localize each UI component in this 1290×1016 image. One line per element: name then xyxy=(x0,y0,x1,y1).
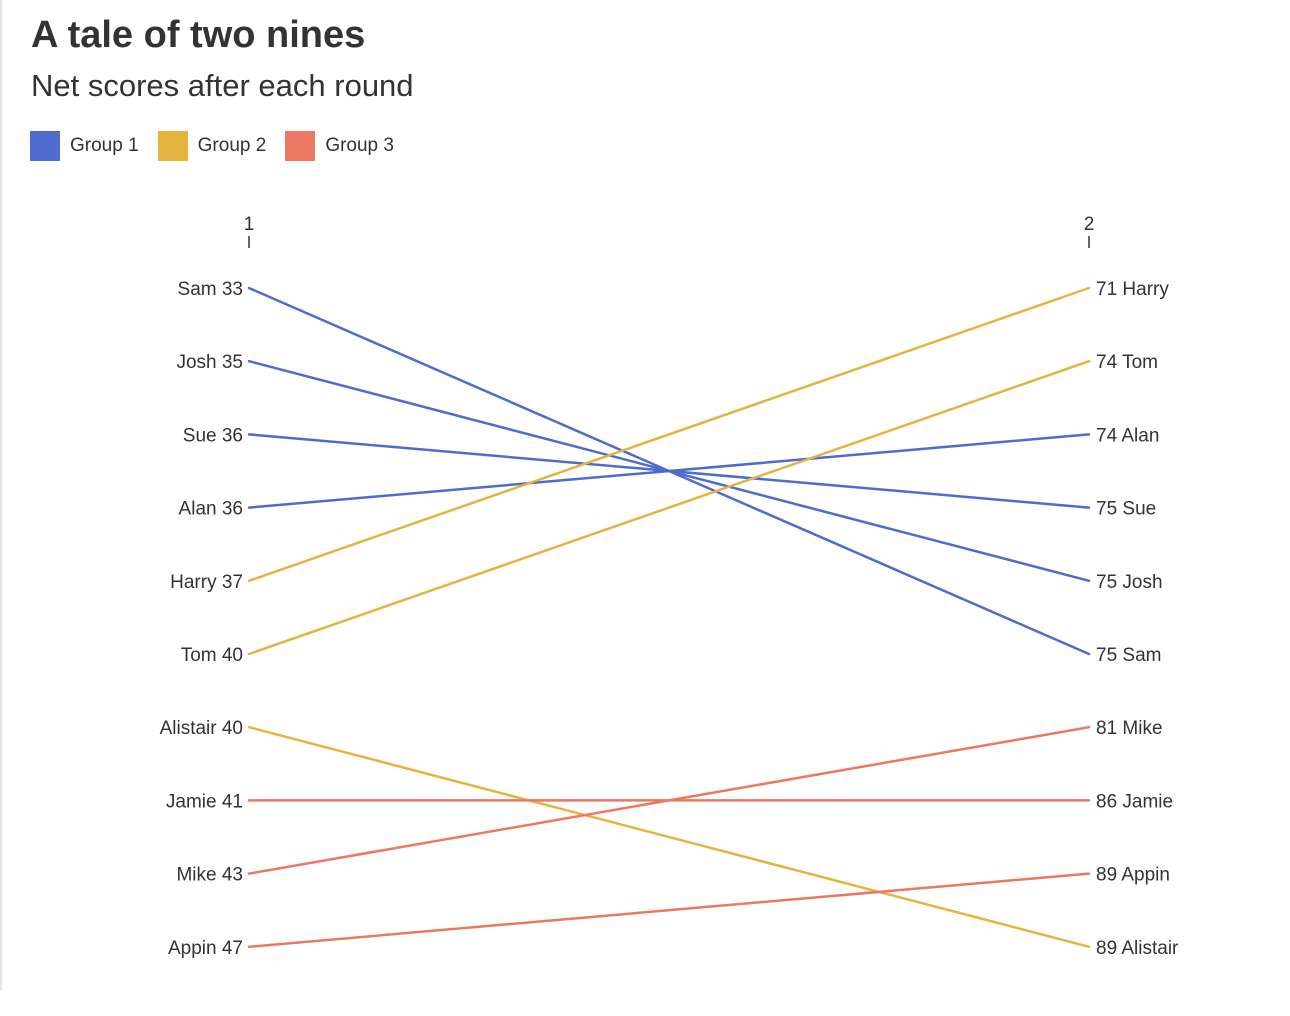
legend-label-group-2: Group 2 xyxy=(197,135,267,156)
left-label: Mike 43 xyxy=(176,865,243,886)
left-label: Tom 40 xyxy=(181,645,243,666)
left-label: Jamie 41 xyxy=(166,791,243,812)
left-label: Alan 36 xyxy=(179,499,243,520)
axis-tick-label-1: 1 xyxy=(244,214,255,235)
left-label: Harry 37 xyxy=(170,572,243,593)
panel-border xyxy=(0,0,2,990)
right-label: 86 Jamie xyxy=(1096,791,1173,812)
series-line-tom xyxy=(247,359,1091,656)
legend-swatch-group-2 xyxy=(157,131,188,161)
legend-label-group-1: Group 1 xyxy=(70,135,139,156)
series-line-alistair xyxy=(247,725,1091,949)
right-label: 89 Alistair xyxy=(1096,938,1179,959)
chart-subtitle: Net scores after each round xyxy=(31,68,414,103)
right-label: 74 Alan xyxy=(1096,425,1159,446)
chart-title: A tale of two nines xyxy=(31,14,366,56)
right-label: 75 Sue xyxy=(1096,499,1156,520)
legend-swatch-group-3 xyxy=(285,131,316,161)
left-label: Sam 33 xyxy=(178,279,243,300)
series-line-alan xyxy=(247,433,1091,509)
left-label: Sue 36 xyxy=(183,425,243,446)
left-label: Appin 47 xyxy=(168,938,243,959)
right-label: 74 Tom xyxy=(1096,352,1158,373)
right-label: 75 Sam xyxy=(1096,645,1161,666)
series-line-harry xyxy=(247,286,1091,583)
right-label: 71 Harry xyxy=(1096,279,1169,300)
left-label: Alistair 40 xyxy=(160,718,243,739)
legend-swatch-group-1 xyxy=(30,131,60,161)
legend-item-group-1[interactable]: Group 1 xyxy=(30,131,139,161)
right-label: 89 Appin xyxy=(1096,865,1170,886)
right-label: 75 Josh xyxy=(1096,572,1163,593)
legend-item-group-3[interactable]: Group 3 xyxy=(285,131,394,161)
left-label: Josh 35 xyxy=(176,352,243,373)
series-line-appin xyxy=(247,872,1091,949)
legend: Group 1 Group 2 Group 3 xyxy=(30,131,413,161)
right-label: 81 Mike xyxy=(1096,718,1163,739)
legend-item-group-2[interactable]: Group 2 xyxy=(157,131,267,161)
series-line-mike xyxy=(247,725,1091,875)
axis-tick-label-2: 2 xyxy=(1084,214,1095,235)
legend-label-group-3: Group 3 xyxy=(325,135,394,156)
